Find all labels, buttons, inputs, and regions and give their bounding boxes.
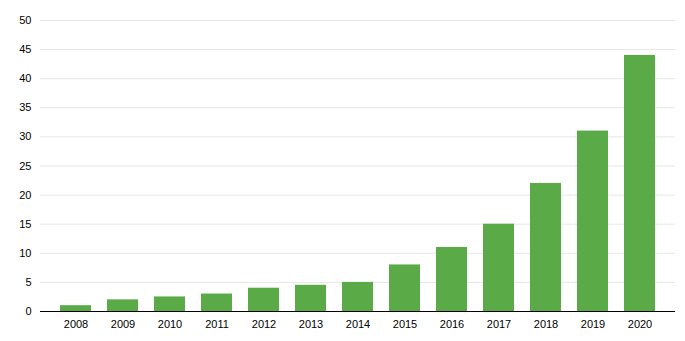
svg-text:2010: 2010 — [158, 318, 182, 330]
svg-text:2013: 2013 — [299, 318, 323, 330]
svg-text:2011: 2011 — [205, 318, 229, 330]
svg-text:30: 30 — [19, 130, 31, 142]
svg-text:2017: 2017 — [487, 318, 511, 330]
svg-text:2019: 2019 — [581, 318, 605, 330]
svg-text:45: 45 — [19, 43, 31, 55]
svg-text:5: 5 — [25, 276, 31, 288]
svg-text:2008: 2008 — [64, 318, 88, 330]
svg-text:2012: 2012 — [252, 318, 276, 330]
svg-text:25: 25 — [19, 160, 31, 172]
svg-text:2020: 2020 — [628, 318, 652, 330]
svg-text:2014: 2014 — [346, 318, 370, 330]
svg-text:2018: 2018 — [534, 318, 558, 330]
svg-text:35: 35 — [19, 101, 31, 113]
svg-text:0: 0 — [25, 305, 31, 317]
svg-text:40: 40 — [19, 72, 31, 84]
svg-text:2015: 2015 — [393, 318, 417, 330]
svg-text:10: 10 — [19, 247, 31, 259]
svg-text:50: 50 — [19, 14, 31, 26]
svg-text:2009: 2009 — [111, 318, 135, 330]
svg-text:15: 15 — [19, 218, 31, 230]
svg-text:20: 20 — [19, 189, 31, 201]
svg-text:2016: 2016 — [440, 318, 464, 330]
